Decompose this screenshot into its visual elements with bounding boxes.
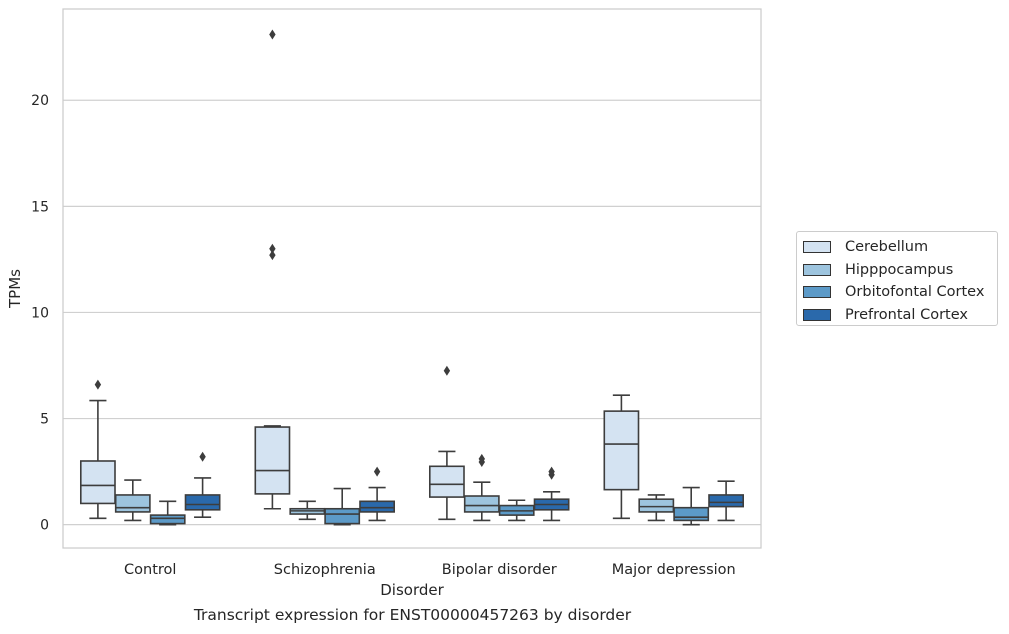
box-body	[463, 495, 500, 513]
box-body	[428, 465, 465, 498]
legend-label: Prefrontal Cortex	[845, 307, 968, 324]
outlier-point	[548, 466, 555, 477]
plot-frame	[62, 8, 762, 549]
box-body	[673, 506, 710, 522]
box	[289, 500, 326, 521]
grid-lines	[63, 99, 761, 526]
box-body	[324, 507, 361, 525]
box	[114, 479, 151, 522]
box-body	[638, 498, 675, 513]
box-body	[254, 426, 291, 495]
box-body	[79, 460, 116, 505]
outlier-point	[94, 379, 102, 390]
outlier-point	[269, 243, 276, 254]
box	[533, 466, 570, 522]
box-body	[184, 494, 221, 511]
outlier-point	[269, 250, 276, 261]
box	[498, 499, 535, 522]
legend-swatch	[803, 286, 831, 299]
box	[638, 494, 675, 522]
outlier-point	[443, 365, 451, 376]
y-tick-label: 10	[31, 305, 49, 321]
box	[463, 453, 500, 522]
box-body	[149, 514, 186, 525]
legend-label: Orbitofontal Cortex	[845, 284, 985, 301]
outlier-point	[373, 466, 381, 477]
box-body	[359, 500, 396, 513]
x-tick-label: Schizophrenia	[274, 562, 376, 578]
legend-item: Hipppocampus	[803, 259, 991, 282]
y-axis-label: TPMs	[6, 269, 24, 309]
legend-swatch	[803, 263, 831, 276]
y-tick-label: 5	[40, 412, 49, 428]
box	[324, 487, 361, 526]
legend-item: Cerebellum	[803, 236, 991, 259]
outlier-point	[478, 453, 485, 464]
box	[428, 365, 465, 521]
x-axis-label: Disorder	[380, 581, 444, 599]
box-layer	[79, 29, 745, 526]
y-tick-label: 20	[31, 93, 49, 109]
y-tick-label: 0	[40, 518, 49, 534]
legend-swatch	[803, 241, 831, 254]
box	[79, 379, 116, 520]
tick-labels: 0 5 10 15 20 Control Schizophrenia Bipolar diso…	[31, 93, 736, 578]
box	[149, 500, 186, 526]
box	[254, 29, 291, 510]
x-tick-label: Control	[124, 562, 176, 578]
box-body	[114, 494, 151, 513]
box-body	[708, 494, 745, 508]
legend: Cerebellum Hipppocampus Orbitofontal Cor…	[796, 231, 998, 326]
legend-item: Prefrontal Cortex	[803, 304, 991, 327]
box	[184, 451, 221, 519]
box-body	[603, 410, 640, 491]
legend-label: Cerebellum	[845, 239, 929, 256]
legend-label: Hipppocampus	[845, 261, 954, 278]
y-tick-label: 15	[31, 199, 49, 215]
legend-swatch	[803, 309, 831, 322]
box	[603, 394, 640, 520]
legend-item: Orbitofontal Cortex	[803, 281, 991, 304]
box	[708, 480, 745, 522]
x-tick-label: Major depression	[612, 562, 736, 578]
box	[359, 466, 396, 522]
x-tick-label: Bipolar disorder	[442, 562, 557, 578]
box	[673, 486, 710, 526]
outlier-point	[199, 451, 206, 462]
chart-title: Transcript expression for ENST0000045726…	[193, 606, 632, 624]
outlier-point	[269, 29, 276, 40]
